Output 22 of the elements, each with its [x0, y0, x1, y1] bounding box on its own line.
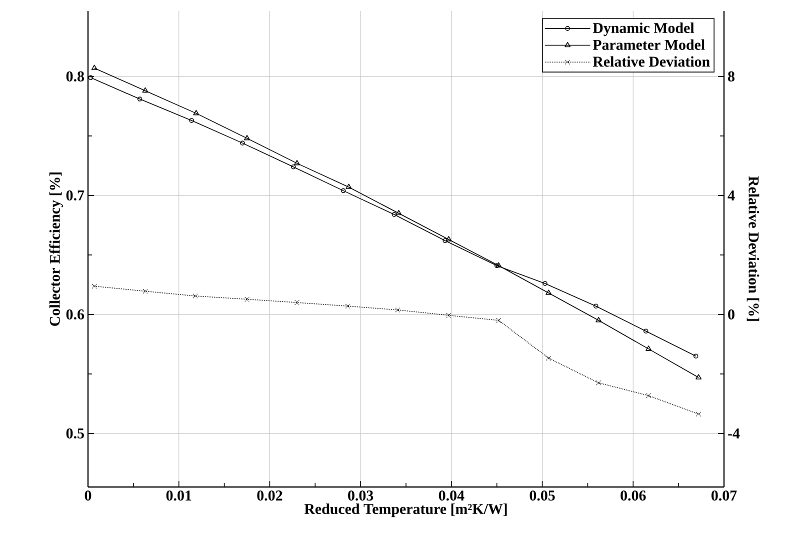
y2-tick-label: 4	[728, 190, 735, 200]
x-tick-label: 0.02	[257, 490, 282, 501]
y-tick-label: 0.7	[66, 190, 84, 201]
y-tick-label: 0.5	[66, 428, 84, 439]
legend-label: Relative Deviation	[592, 56, 710, 67]
y-tick-label: 0.6	[66, 309, 84, 320]
legend-label: Dynamic Model	[592, 22, 694, 36]
x-tick-label: 0	[84, 490, 92, 501]
x-tick-label: 0.05	[530, 490, 555, 501]
y-axis-title: Collector Efficiency [%]	[49, 172, 63, 326]
y2-tick-label: -4	[728, 428, 740, 438]
x-axis-title: Reduced Temperature [m²K/W]	[304, 504, 507, 518]
legend-label: Parameter Model	[592, 39, 705, 50]
y2-axis-title: Relative Deviation [%]	[746, 176, 760, 321]
x-tick-label: 0.03	[348, 490, 374, 501]
x-tick-label: 0.01	[166, 490, 192, 501]
x-tick-label: 0.04	[438, 490, 464, 501]
y2-tick-label: 8	[728, 71, 734, 82]
x-tick-label: 0.07	[711, 490, 737, 501]
y2-tick-label: 0	[728, 309, 734, 320]
y-tick-label: 0.8	[66, 71, 84, 82]
x-tick-label: 0.06	[620, 490, 646, 501]
